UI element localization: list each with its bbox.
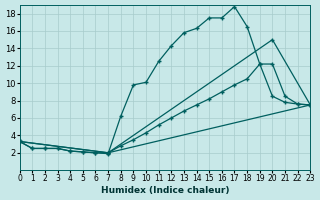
- X-axis label: Humidex (Indice chaleur): Humidex (Indice chaleur): [101, 186, 229, 195]
